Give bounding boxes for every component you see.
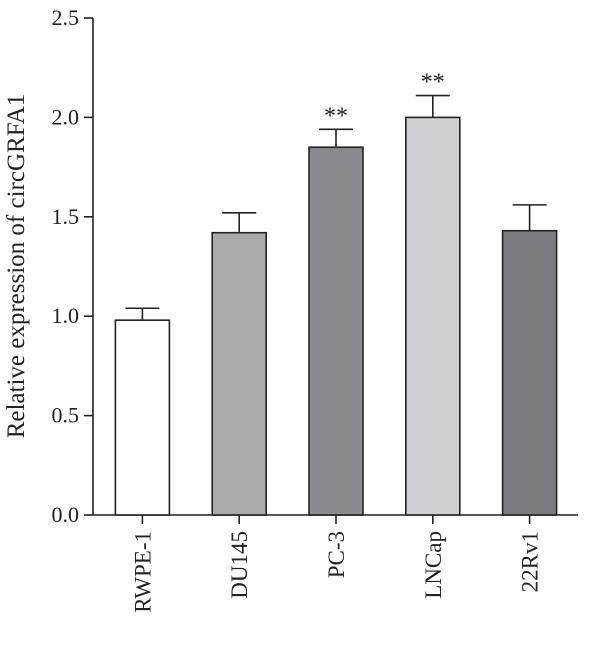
bar-pc-3 bbox=[308, 146, 364, 516]
y-tick-label: 2.5 bbox=[52, 5, 80, 30]
y-tick-label: 2.0 bbox=[52, 104, 80, 129]
y-axis-label: Relative expression of circGRFA1 bbox=[3, 94, 30, 439]
bar-22rv1 bbox=[501, 229, 558, 516]
bar-rwpe-1 bbox=[114, 319, 171, 516]
x-tick-label: RWPE-1 bbox=[130, 531, 155, 613]
y-tick-label: 1.0 bbox=[52, 303, 80, 328]
bar-du145 bbox=[211, 231, 267, 516]
y-tick-label: 0.0 bbox=[52, 502, 80, 527]
bar-lncap bbox=[404, 116, 461, 516]
x-axis: RWPE-1 DU145 PC-3 LNCap 22Rv1 bbox=[93, 514, 578, 613]
x-tick-label: DU145 bbox=[227, 531, 252, 599]
bars-group: ** ** bbox=[114, 70, 558, 516]
y-axis: 0.0 0.5 1.0 1.5 2.0 2.5 bbox=[52, 5, 94, 527]
significance-marker: ** bbox=[324, 103, 348, 129]
x-tick-label: LNCap bbox=[421, 531, 446, 599]
significance-marker: ** bbox=[421, 70, 445, 96]
y-tick-label: 1.5 bbox=[52, 204, 80, 229]
x-tick-label: PC-3 bbox=[324, 531, 349, 578]
x-tick-label: 22Rv1 bbox=[518, 531, 543, 592]
y-tick-label: 0.5 bbox=[52, 403, 80, 428]
